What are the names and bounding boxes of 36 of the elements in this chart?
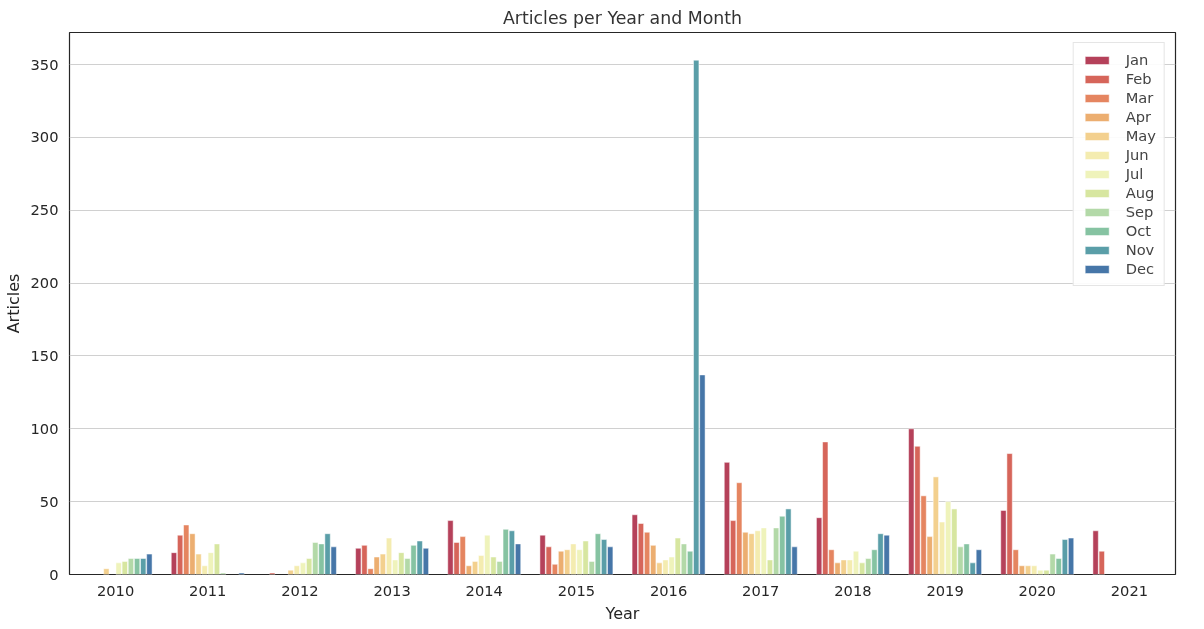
legend-label: Dec	[1125, 260, 1155, 277]
legend-label: Jun	[1125, 146, 1149, 163]
x-tick-label: 2017	[742, 581, 780, 599]
x-tick-label: 2020	[1018, 581, 1056, 599]
y-tick-label: 250	[30, 201, 59, 219]
legend-label: Apr	[1125, 108, 1152, 125]
y-tick-label: 200	[30, 274, 59, 292]
chart-title: Articles per Year and Month	[502, 7, 743, 28]
x-tick-label: 2012	[281, 581, 319, 599]
legend-label: Sep	[1125, 203, 1154, 220]
legend-label: Aug	[1125, 184, 1155, 201]
y-tick-label: 150	[30, 346, 59, 364]
x-tick-label: 2019	[926, 581, 964, 599]
legend-label: Jul	[1125, 165, 1145, 182]
y-tick-label: 100	[30, 419, 59, 437]
legend-label: Oct	[1125, 222, 1152, 239]
x-tick-label: 2016	[649, 581, 688, 599]
x-tick-label: 2013	[373, 581, 411, 599]
x-tick-label: 2011	[189, 581, 227, 599]
x-tick-label: 2021	[1110, 581, 1149, 599]
y-axis-title: Articles	[3, 273, 23, 334]
legend-label: Mar	[1125, 89, 1154, 106]
y-tick-label: 300	[30, 128, 59, 146]
y-tick-label: 50	[39, 492, 59, 510]
x-tick-label: 2010	[96, 581, 135, 599]
x-tick-label: 2014	[465, 581, 503, 599]
y-tick-label: 0	[49, 565, 59, 583]
x-tick-label: 2015	[557, 581, 596, 599]
legend-label: Jan	[1125, 51, 1149, 68]
x-tick-label: 2018	[834, 581, 872, 599]
x-axis-title: Year	[604, 603, 640, 623]
legend-label: May	[1125, 127, 1156, 144]
bar	[103, 568, 110, 575]
y-tick-label: 350	[30, 55, 59, 73]
legend-label: Nov	[1125, 241, 1155, 258]
legend-label: Feb	[1125, 70, 1152, 87]
